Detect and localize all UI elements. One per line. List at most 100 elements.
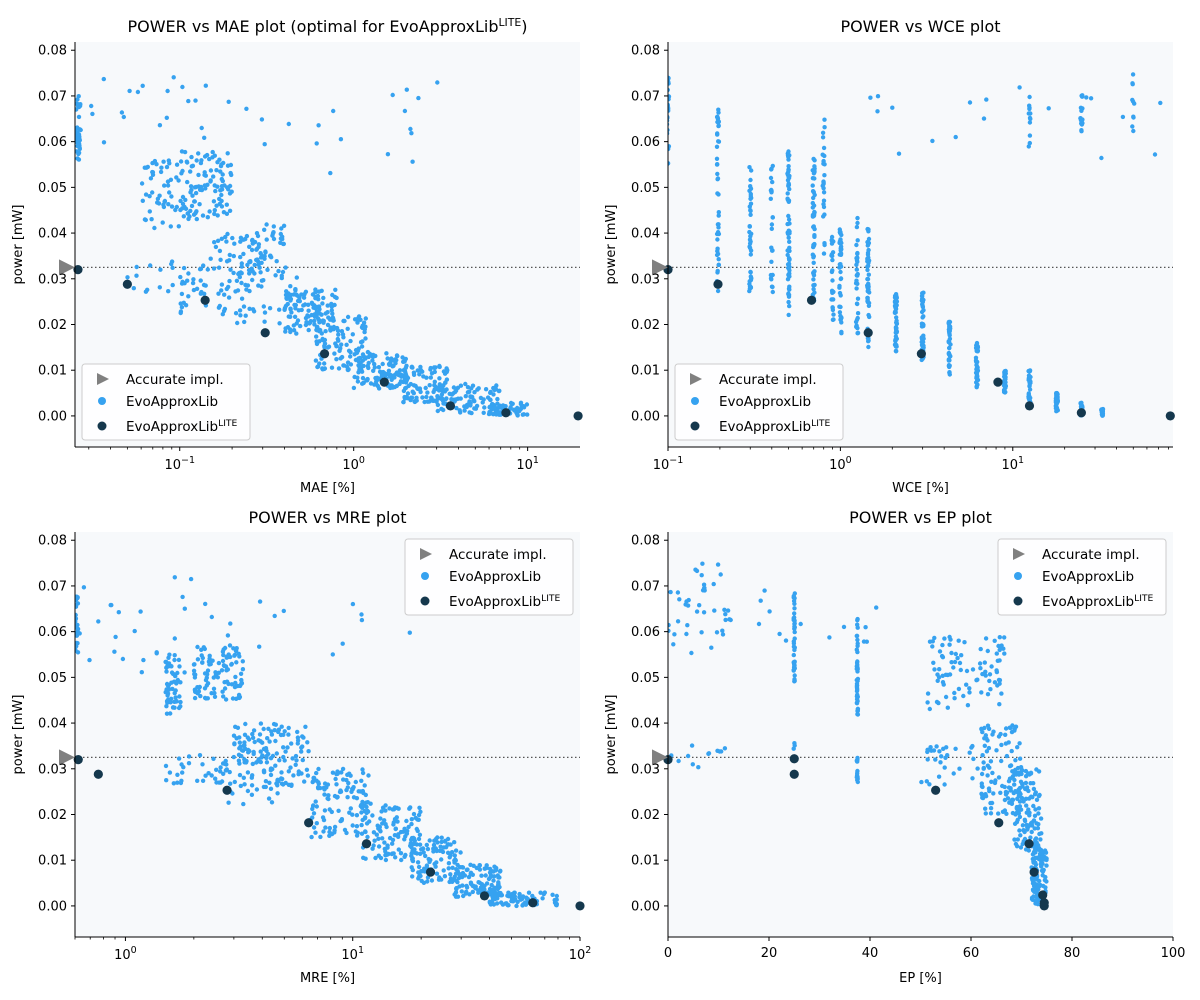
lib-point bbox=[892, 310, 898, 315]
lib-point bbox=[496, 388, 502, 394]
lib-point bbox=[822, 212, 827, 217]
lib-point bbox=[301, 303, 306, 308]
lib-point bbox=[329, 304, 334, 309]
lib-point bbox=[322, 345, 327, 350]
lib-point bbox=[274, 751, 279, 756]
lib-point bbox=[947, 331, 952, 336]
lib-point bbox=[401, 399, 406, 405]
lib-point bbox=[429, 878, 435, 883]
lib-point bbox=[380, 361, 385, 367]
lib-point bbox=[462, 404, 467, 409]
lib-point bbox=[447, 855, 452, 860]
lib-point bbox=[419, 869, 424, 874]
lib-point bbox=[358, 317, 363, 322]
lib-point bbox=[283, 749, 288, 754]
legend-accurate-marker bbox=[420, 548, 432, 560]
lib-point bbox=[491, 892, 496, 898]
lib-point bbox=[220, 689, 225, 694]
lib-point bbox=[279, 770, 284, 775]
lib-point bbox=[977, 661, 983, 666]
lib-point bbox=[267, 306, 273, 311]
lib-point bbox=[339, 329, 345, 334]
lib-point bbox=[310, 292, 316, 297]
lib-point bbox=[164, 164, 170, 170]
lib-point bbox=[987, 678, 992, 684]
lib-point bbox=[409, 853, 414, 859]
lib-point bbox=[376, 826, 381, 831]
lib-point bbox=[952, 690, 957, 696]
lib-point bbox=[668, 77, 671, 82]
lib-point bbox=[135, 89, 141, 95]
lib-point bbox=[932, 667, 937, 672]
lib-point bbox=[345, 785, 350, 790]
lib-point bbox=[854, 224, 860, 230]
lib-point bbox=[354, 813, 360, 818]
lib-point bbox=[1088, 96, 1094, 101]
lite-point bbox=[479, 891, 490, 901]
lib-point bbox=[175, 780, 180, 785]
lib-point bbox=[668, 94, 672, 99]
lib-point bbox=[432, 383, 437, 388]
lib-point bbox=[226, 295, 232, 300]
lib-point bbox=[332, 351, 337, 356]
lib-point bbox=[1042, 854, 1047, 860]
lib-point bbox=[90, 111, 95, 117]
lib-point bbox=[354, 824, 360, 829]
lib-point bbox=[225, 151, 230, 156]
lib-point bbox=[855, 779, 860, 785]
lib-point bbox=[334, 782, 339, 787]
lib-point bbox=[224, 259, 230, 264]
lib-point bbox=[716, 222, 721, 227]
lib-point bbox=[520, 903, 525, 908]
chart-panel-1: 0.000.010.020.030.040.050.060.070.0810−1… bbox=[11, 16, 583, 496]
lib-point bbox=[233, 674, 238, 680]
lib-point bbox=[1004, 753, 1010, 759]
lib-point bbox=[373, 855, 378, 861]
lib-point bbox=[317, 307, 322, 312]
lib-point bbox=[314, 328, 320, 333]
lib-point bbox=[202, 135, 207, 140]
lib-point bbox=[716, 262, 721, 267]
lib-point bbox=[149, 217, 154, 222]
lib-point bbox=[1035, 885, 1041, 890]
lib-point bbox=[811, 171, 817, 176]
lib-point bbox=[1132, 101, 1137, 106]
lib-point bbox=[318, 785, 323, 791]
lib-point bbox=[390, 837, 396, 843]
lib-point bbox=[203, 773, 208, 778]
lib-point bbox=[1002, 808, 1008, 813]
legend-accurate-marker bbox=[97, 373, 109, 385]
x-tick-base: 10 bbox=[569, 948, 586, 963]
lib-point bbox=[783, 638, 789, 643]
lib-point bbox=[385, 356, 390, 361]
lib-point bbox=[855, 625, 860, 630]
lib-point bbox=[854, 242, 859, 248]
lib-point bbox=[300, 744, 305, 749]
lib-point bbox=[250, 761, 255, 767]
lib-point bbox=[391, 820, 396, 825]
lib-point bbox=[409, 821, 414, 827]
lib-point bbox=[948, 326, 953, 331]
lib-point bbox=[284, 289, 289, 294]
lib-point bbox=[177, 664, 182, 669]
lib-point bbox=[530, 893, 535, 899]
lib-point bbox=[169, 261, 174, 267]
lib-point bbox=[919, 309, 925, 315]
lib-point bbox=[1038, 837, 1043, 842]
y-tick-label: 0.03 bbox=[631, 272, 660, 287]
lib-point bbox=[354, 833, 360, 838]
lib-point bbox=[205, 681, 211, 686]
lib-point bbox=[283, 292, 289, 298]
lib-point bbox=[1031, 803, 1036, 809]
lib-point bbox=[981, 760, 986, 765]
lib-point bbox=[273, 763, 278, 768]
lib-point bbox=[168, 711, 173, 716]
lib-point bbox=[716, 210, 721, 215]
x-tick-label: 80 bbox=[1064, 946, 1081, 961]
lib-point bbox=[474, 403, 480, 409]
lib-point bbox=[785, 262, 791, 267]
lib-point bbox=[820, 135, 826, 140]
lib-point bbox=[215, 675, 220, 680]
lib-point bbox=[550, 892, 555, 897]
lib-point bbox=[363, 356, 368, 361]
